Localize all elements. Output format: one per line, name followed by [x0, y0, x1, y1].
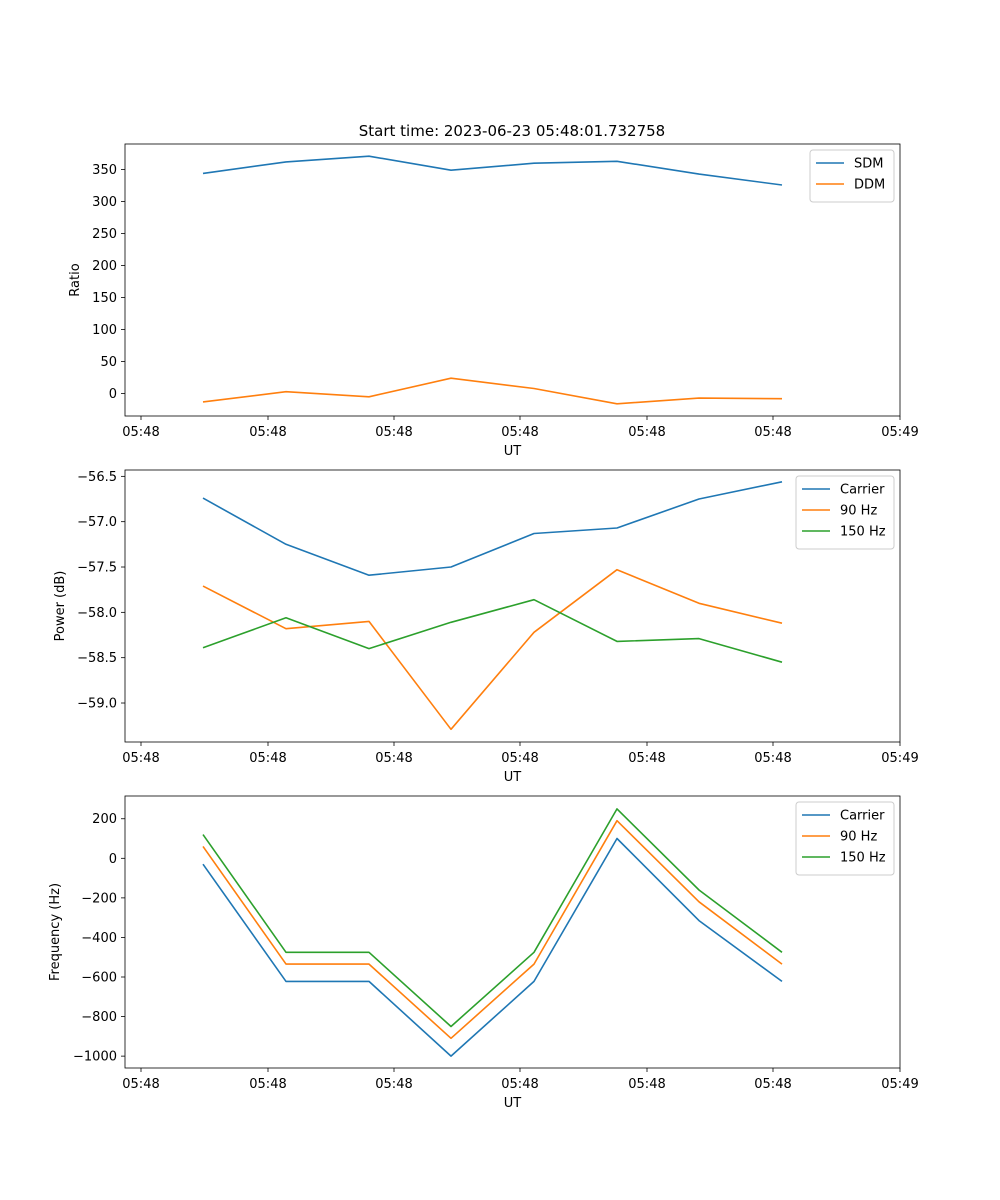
y-tick-label: 250 — [92, 227, 117, 242]
y-tick-label: 150 — [92, 291, 117, 306]
x-tick-label: 05:48 — [754, 425, 791, 440]
x-tick-label: 05:48 — [249, 751, 286, 766]
legend: Carrier 90 Hz 150 Hz — [795, 801, 895, 876]
x-axis-label: UT — [504, 1096, 522, 1111]
x-tick-label: 05:48 — [754, 751, 791, 766]
series-line-ddm — [202, 377, 783, 405]
series-line-150-hz — [202, 598, 783, 663]
y-axis-label: Frequency (Hz) — [48, 883, 63, 981]
x-tick-label: 05:48 — [501, 1077, 538, 1092]
axes-frame — [124, 795, 901, 1069]
x-tick-label: 05:49 — [881, 751, 918, 766]
x-tick-label: 05:48 — [249, 425, 286, 440]
x-tick-label: 05:48 — [628, 751, 665, 766]
series-line-150-hz — [202, 808, 783, 1028]
series-line-sdm — [202, 155, 783, 186]
y-tick-label: 200 — [92, 812, 117, 827]
x-tick-label: 05:48 — [122, 751, 159, 766]
x-axis-label: UT — [504, 770, 522, 785]
y-axis-label: Power (dB) — [53, 571, 68, 642]
series-line-carrier — [202, 837, 783, 1057]
axes-frame — [124, 469, 901, 743]
axes-frame — [124, 143, 901, 417]
y-tick-label: −56.5 — [77, 470, 117, 485]
series-line-carrier — [202, 481, 783, 577]
legend-label: 90 Hz — [840, 830, 877, 845]
x-tick-label: 05:48 — [375, 425, 412, 440]
x-tick-label: 05:48 — [375, 751, 412, 766]
x-tick-label: 05:48 — [249, 1077, 286, 1092]
y-tick-label: −58.0 — [77, 606, 117, 621]
x-tick-label: 05:48 — [501, 751, 538, 766]
x-tick-label: 05:48 — [375, 1077, 412, 1092]
y-axis-label: Ratio — [68, 263, 83, 296]
legend-label: 150 Hz — [840, 525, 886, 540]
x-tick-label: 05:48 — [122, 1077, 159, 1092]
y-tick-label: −57.0 — [77, 515, 117, 530]
y-tick-label: −800 — [81, 1010, 117, 1025]
x-tick-label: 05:48 — [122, 425, 159, 440]
y-tick-label: 300 — [92, 195, 117, 210]
legend-label: SDM — [854, 157, 883, 172]
subplot-2: 05:48 05:48 05:48 05:48 05:48 05:48 05:49 UT −59… — [53, 469, 919, 785]
x-tick-label: 05:48 — [628, 425, 665, 440]
x-tick-label: 05:49 — [881, 1077, 918, 1092]
y-tick-label: −200 — [81, 891, 117, 906]
y-tick-label: 0 — [109, 387, 117, 402]
y-tick-label: −59.0 — [77, 697, 117, 712]
series-line-90-hz — [202, 819, 783, 1040]
legend-label: 150 Hz — [840, 851, 886, 866]
subplot-3: 05:48 05:48 05:48 05:48 05:48 05:48 05:49 UT −10… — [48, 795, 919, 1111]
y-tick-label: −58.5 — [77, 651, 117, 666]
legend-label: Carrier — [840, 483, 885, 498]
x-tick-label: 05:48 — [754, 1077, 791, 1092]
y-tick-label: 200 — [92, 259, 117, 274]
legend: Carrier 90 Hz 150 Hz — [795, 475, 895, 550]
x-tick-label: 05:48 — [501, 425, 538, 440]
series-line-90-hz — [202, 568, 783, 731]
legend-label: 90 Hz — [840, 504, 877, 519]
legend: SDM DDM — [809, 149, 895, 203]
y-tick-label: 350 — [92, 163, 117, 178]
x-tick-label: 05:49 — [881, 425, 918, 440]
figure-title: Start time: 2023-06-23 05:48:01.732758 — [359, 122, 665, 140]
legend-label: DDM — [854, 178, 885, 193]
y-tick-label: 100 — [92, 323, 117, 338]
subplot-1: 05:48 05:48 05:48 05:48 05:48 05:48 05:49 UT 0 50… — [68, 143, 919, 459]
legend-label: Carrier — [840, 809, 885, 824]
y-tick-label: −600 — [81, 971, 117, 986]
x-axis-label: UT — [504, 444, 522, 459]
y-tick-label: −1000 — [73, 1050, 117, 1065]
y-tick-label: 50 — [100, 355, 117, 370]
y-tick-label: −400 — [81, 931, 117, 946]
y-tick-label: −57.5 — [77, 561, 117, 576]
x-tick-label: 05:48 — [628, 1077, 665, 1092]
y-tick-label: 0 — [109, 852, 117, 867]
plots: 05:48 05:48 05:48 05:48 05:48 05:48 05:49 UT 0 50… — [48, 143, 919, 1111]
